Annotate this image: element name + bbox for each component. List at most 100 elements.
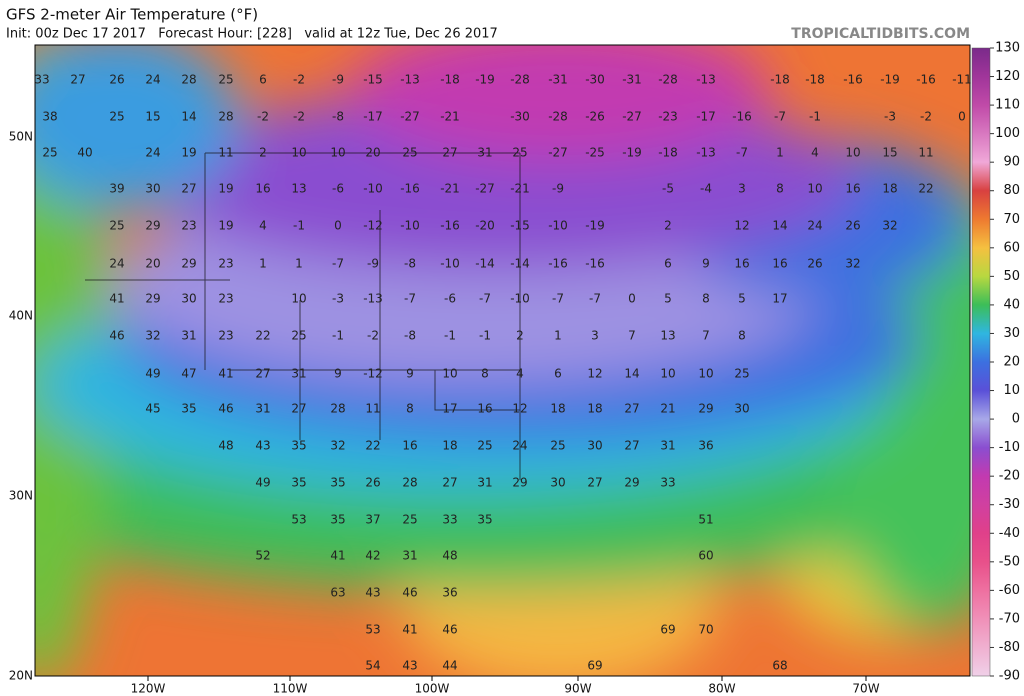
temperature-label: -7 <box>479 292 491 306</box>
temperature-label: 31 <box>660 439 675 453</box>
temperature-label: 14 <box>624 367 639 381</box>
temperature-label: -13 <box>696 73 716 87</box>
temperature-label: -7 <box>552 292 564 306</box>
temperature-label: 8 <box>406 402 414 416</box>
temperature-label: 27 <box>291 402 306 416</box>
temperature-label: 16 <box>255 182 270 196</box>
temperature-label: -16 <box>548 257 568 271</box>
temperature-label: -9 <box>552 182 564 196</box>
longitude-label: 70W <box>852 682 879 696</box>
temperature-label: 27 <box>624 402 639 416</box>
temperature-label: 26 <box>845 219 860 233</box>
temperature-label: -6 <box>444 292 456 306</box>
temperature-label: -19 <box>475 73 495 87</box>
colorbar-label: 30 <box>1003 326 1020 341</box>
temperature-label: -11 <box>952 73 972 87</box>
temperature-label: -18 <box>770 73 790 87</box>
temperature-label: 16 <box>402 439 417 453</box>
temperature-field <box>35 45 970 676</box>
temperature-label: 45 <box>145 402 160 416</box>
longitude-label: 80W <box>708 682 735 696</box>
temperature-label: 27 <box>70 73 85 87</box>
temperature-label: 46 <box>218 402 233 416</box>
temperature-label: 52 <box>255 549 270 563</box>
temperature-label: -13 <box>696 146 716 160</box>
temperature-label: 11 <box>365 402 380 416</box>
longitude-label: 110W <box>273 682 308 696</box>
temperature-label: 32 <box>882 219 897 233</box>
temperature-label: -31 <box>548 73 568 87</box>
temperature-label: 33 <box>660 476 675 490</box>
temperature-label: 6 <box>664 257 672 271</box>
temperature-label: -28 <box>548 110 568 124</box>
colorbar-label: -10 <box>999 440 1020 455</box>
temperature-label: 1 <box>259 257 267 271</box>
temperature-label: 10 <box>291 292 306 306</box>
subtitle: Init: 00z Dec 17 2017 Forecast Hour: [22… <box>6 27 498 42</box>
temperature-label: -10 <box>400 219 420 233</box>
temperature-label: 41 <box>218 367 233 381</box>
temperature-label: 26 <box>109 73 124 87</box>
temperature-label: 18 <box>442 439 457 453</box>
temperature-label: -16 <box>440 219 460 233</box>
colorbar <box>971 47 991 677</box>
temperature-label: 30 <box>145 182 160 196</box>
temperature-label: 29 <box>512 476 527 490</box>
temperature-label: 35 <box>477 513 492 527</box>
temperature-label: 5 <box>738 292 746 306</box>
temperature-label: 4 <box>811 146 819 160</box>
temperature-label: 3 <box>591 329 599 343</box>
temperature-label: 28 <box>218 110 233 124</box>
temperature-label: 43 <box>255 439 270 453</box>
temperature-label: 19 <box>218 219 233 233</box>
temperature-label: 25 <box>291 329 306 343</box>
temperature-label: -8 <box>404 329 416 343</box>
temperature-label: -13 <box>363 292 383 306</box>
temperature-label: 37 <box>365 513 380 527</box>
temperature-label: 4 <box>259 219 267 233</box>
temperature-label: -30 <box>585 73 605 87</box>
latitude-label: 20N <box>9 669 33 683</box>
temperature-label: 31 <box>255 402 270 416</box>
temperature-label: 32 <box>330 439 345 453</box>
temperature-label: -23 <box>658 110 678 124</box>
temperature-label: 0 <box>334 219 342 233</box>
temperature-label: 6 <box>259 73 267 87</box>
temperature-label: 15 <box>882 146 897 160</box>
temperature-label: -13 <box>400 73 420 87</box>
temperature-label: 24 <box>145 73 160 87</box>
temperature-label: 68 <box>772 659 787 673</box>
temperature-label: 33 <box>442 513 457 527</box>
temperature-label: 44 <box>442 659 457 673</box>
temperature-label: 28 <box>402 476 417 490</box>
temperature-label: 4 <box>516 367 524 381</box>
temperature-label: 25 <box>402 513 417 527</box>
temperature-label: -7 <box>404 292 416 306</box>
temperature-label: 46 <box>442 623 457 637</box>
temperature-label: 2 <box>516 329 524 343</box>
temperature-label: -6 <box>332 182 344 196</box>
colorbar-label: -70 <box>999 611 1020 626</box>
temperature-label: 8 <box>776 182 784 196</box>
colorbar-label: -40 <box>999 526 1020 541</box>
temperature-label: -15 <box>363 73 383 87</box>
temperature-label: -2 <box>257 110 269 124</box>
temperature-label: 41 <box>330 549 345 563</box>
temperature-label: 22 <box>918 182 933 196</box>
temperature-label: 8 <box>738 329 746 343</box>
temperature-label: 27 <box>181 182 196 196</box>
temperature-label: 18 <box>882 182 897 196</box>
temperature-label: -12 <box>363 367 383 381</box>
temperature-label: 25 <box>42 146 57 160</box>
temperature-label: 11 <box>918 146 933 160</box>
temperature-label: 1 <box>776 146 784 160</box>
temperature-label: 54 <box>365 659 380 673</box>
temperature-label: -18 <box>658 146 678 160</box>
colorbar-label: 90 <box>1003 155 1020 170</box>
temperature-label: 25 <box>512 146 527 160</box>
colorbar-label: -50 <box>999 554 1020 569</box>
temperature-label: 26 <box>365 476 380 490</box>
temperature-label: 24 <box>109 257 124 271</box>
temperature-label: 23 <box>181 219 196 233</box>
temperature-label: 9 <box>334 367 342 381</box>
